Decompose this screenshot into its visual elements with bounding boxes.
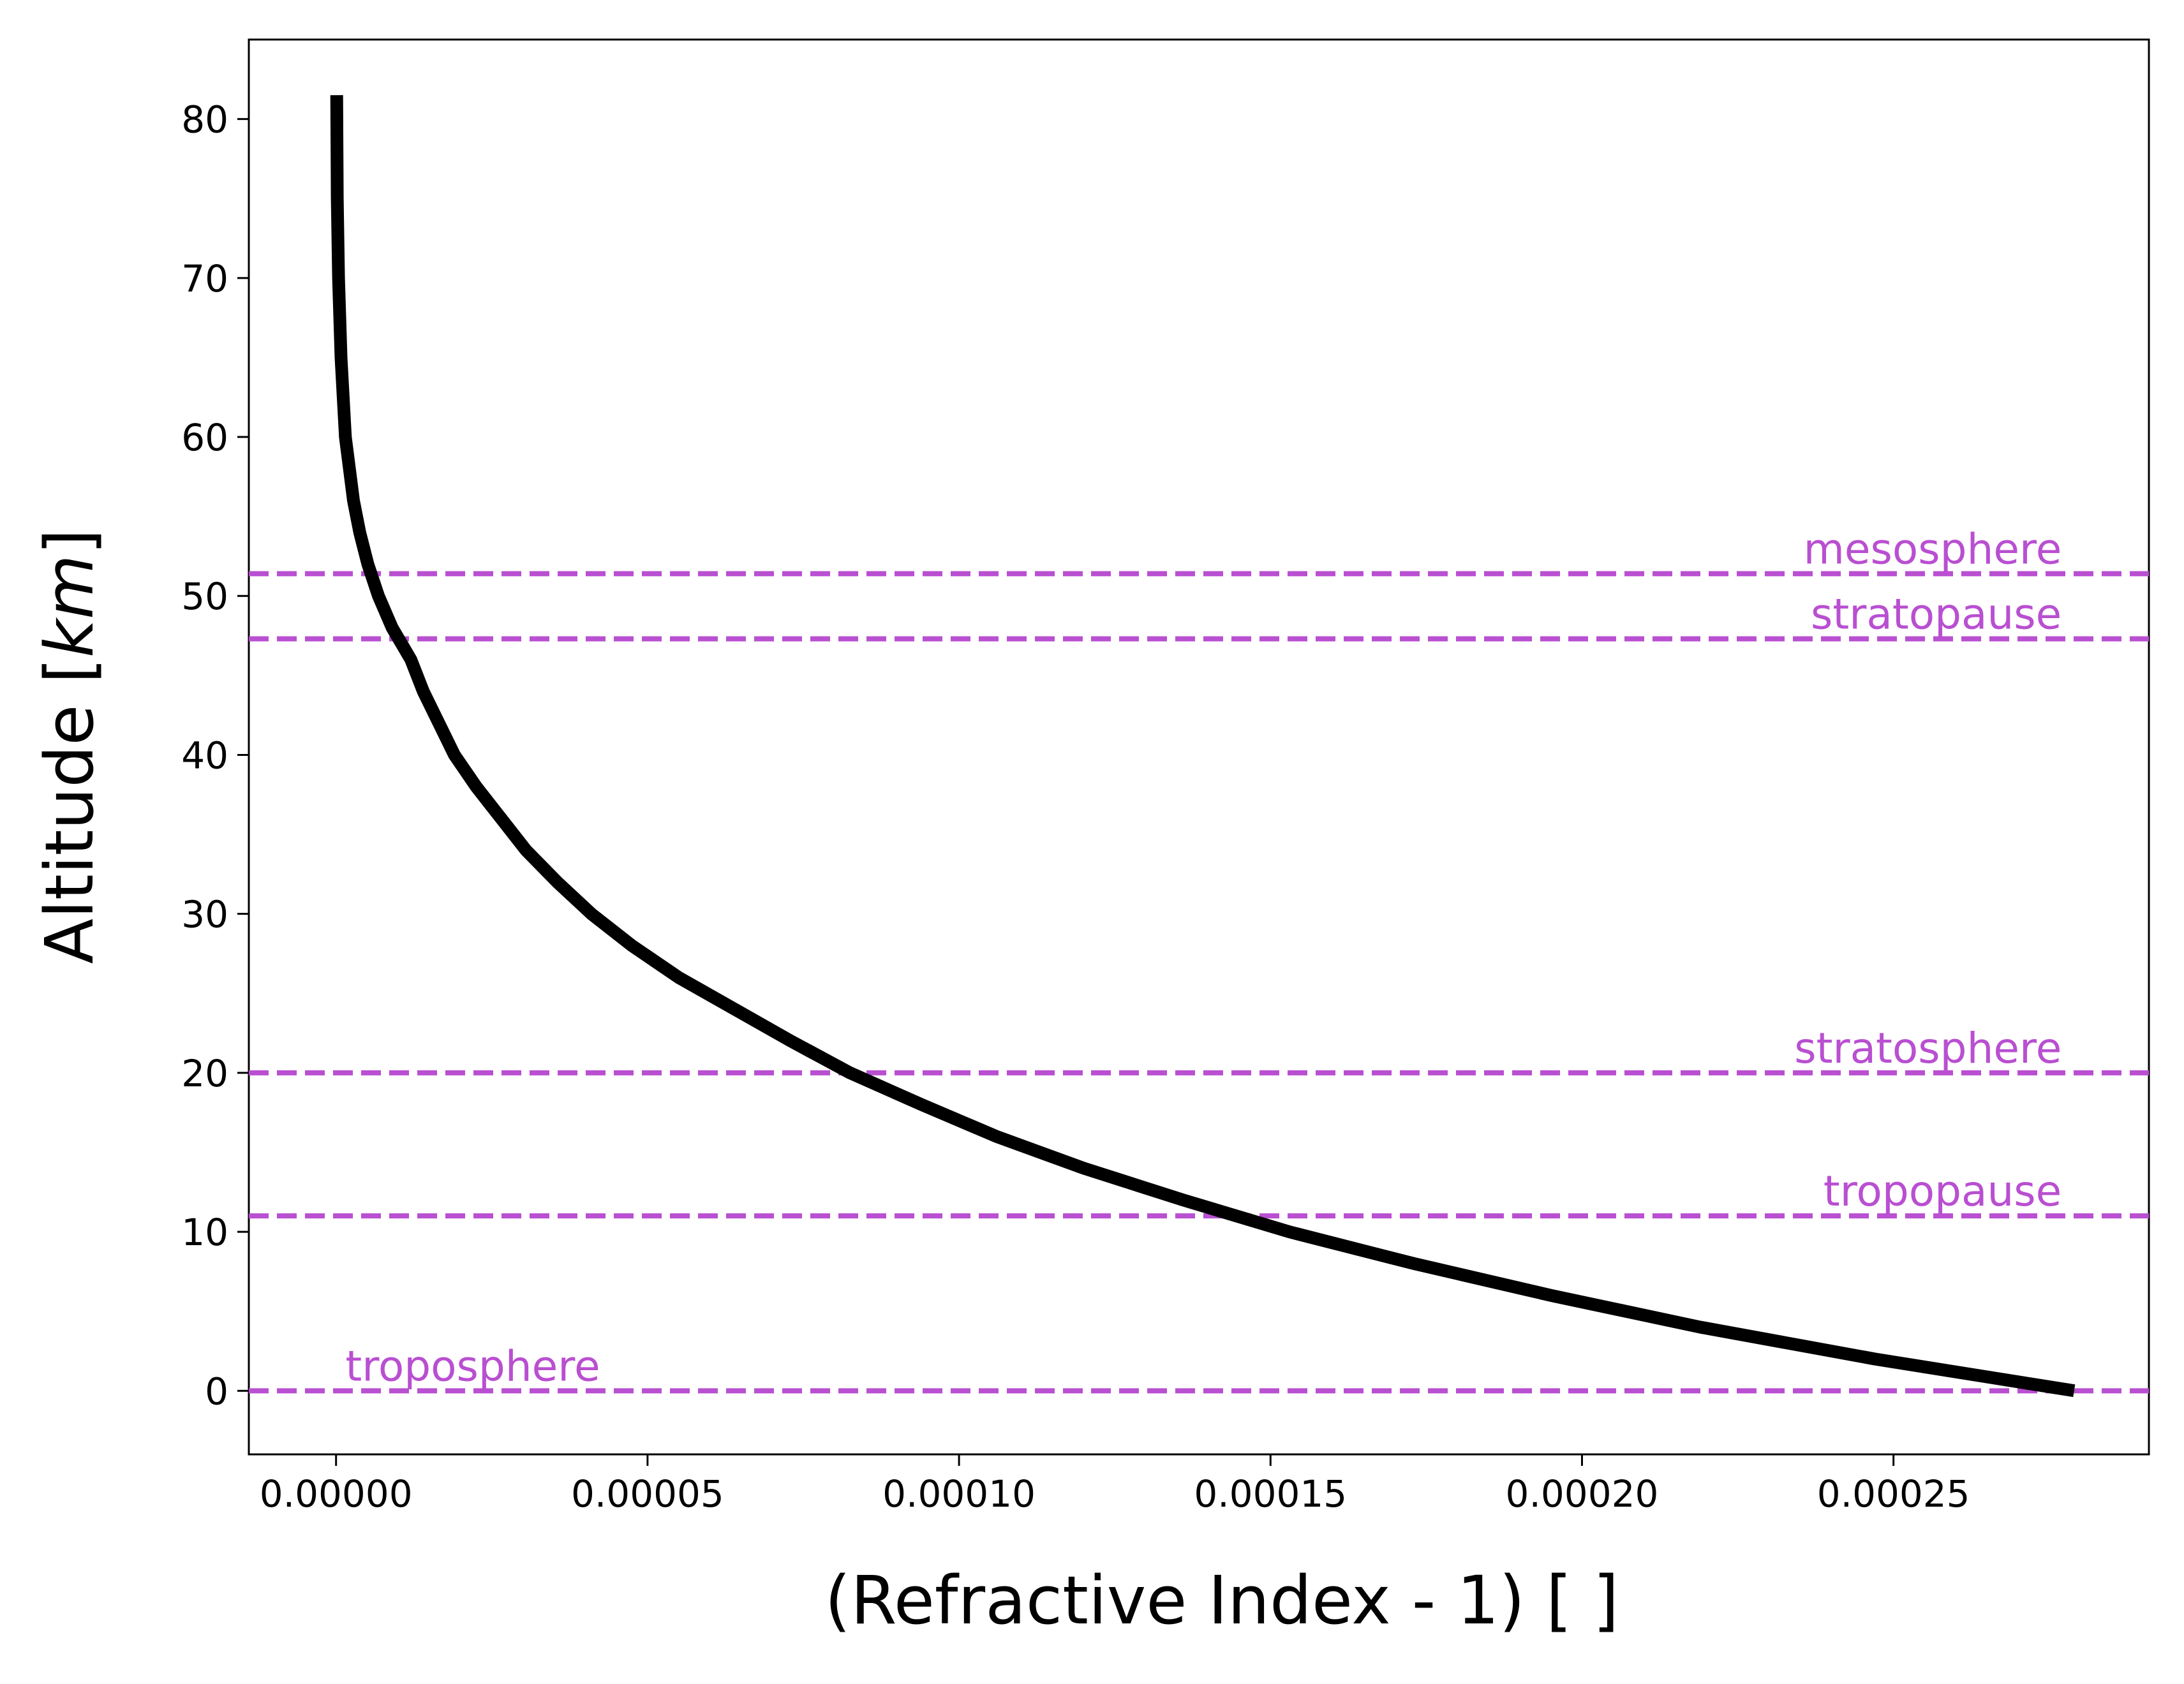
plot-frame (248, 38, 2150, 1456)
y-tick-label: 0 (205, 1370, 228, 1413)
y-tick-label: 30 (181, 893, 228, 936)
y-axis-label: Altitude [km] (31, 529, 108, 964)
x-tick-label: 0.00020 (1506, 1472, 1659, 1516)
x-tick-label: 0.00025 (1817, 1472, 1970, 1516)
plot-area (248, 38, 2150, 1456)
y-tick-label: 20 (181, 1052, 228, 1095)
annotations: troposphere tropopause stratosphere stratop… (345, 524, 2061, 1391)
y-tick-label: 10 (181, 1211, 228, 1254)
y-tick-label: 60 (181, 416, 228, 459)
x-tick-label: 0.00010 (882, 1472, 1036, 1516)
annotation-stratopause: stratopause (1811, 590, 2061, 639)
annotation-mesosphere: mesosphere (1804, 524, 2062, 573)
series-layer (330, 95, 2076, 1398)
y-tick-label: 80 (181, 98, 228, 142)
x-tick-label: 0.00005 (571, 1472, 724, 1516)
reference-lines (249, 571, 2149, 1394)
annotation-tropopause: tropopause (1824, 1167, 2061, 1216)
annotation-troposphere: troposphere (345, 1341, 600, 1391)
y-tick-label: 70 (181, 257, 228, 300)
x-axis: 0.00000 0.00005 0.00010 0.00015 0.00020 0.000… (260, 1454, 1970, 1516)
x-axis-label: (Refractive Index - 1) [ ] (825, 1562, 1619, 1639)
y-axis: 0 10 20 30 40 50 60 70 80 (181, 98, 249, 1413)
series-line-0 (330, 95, 2076, 1398)
annotation-stratosphere: stratosphere (1794, 1024, 2061, 1073)
y-tick-label: 50 (181, 575, 228, 618)
x-tick-label: 0.00000 (260, 1472, 413, 1516)
y-tick-label: 40 (181, 734, 228, 777)
x-tick-label: 0.00015 (1194, 1472, 1347, 1516)
